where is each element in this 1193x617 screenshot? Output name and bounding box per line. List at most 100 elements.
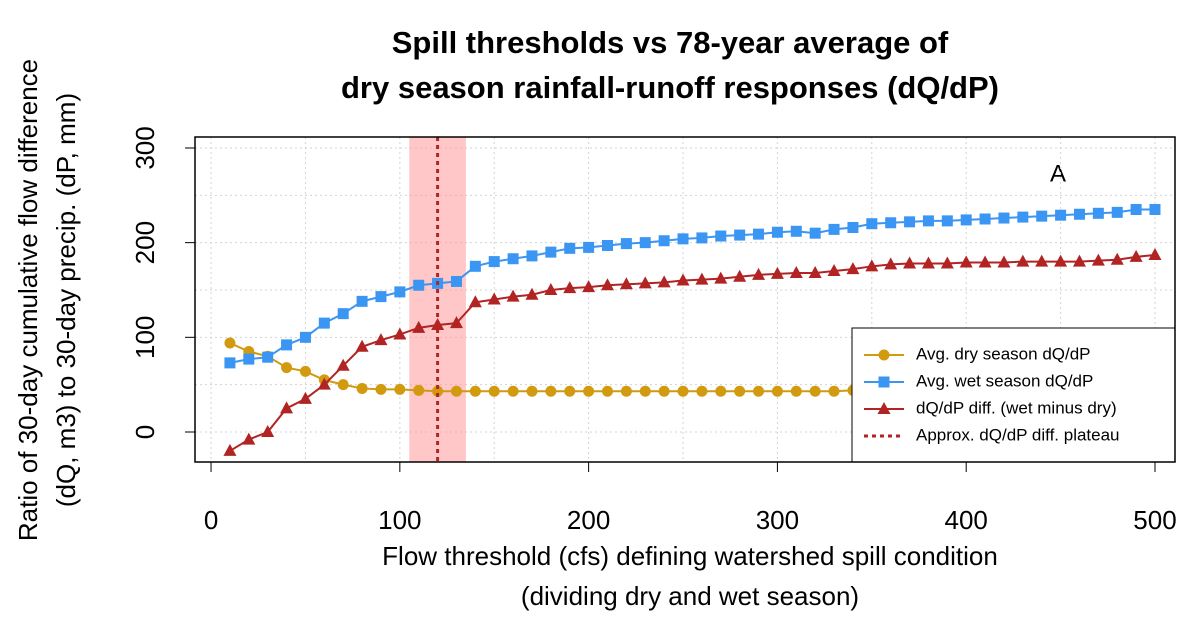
- marker: [526, 385, 538, 397]
- marker: [733, 269, 747, 282]
- marker: [753, 228, 765, 240]
- marker: [734, 385, 746, 397]
- x-tick-label: 500: [1133, 505, 1176, 535]
- marker: [941, 215, 953, 227]
- marker: [1111, 206, 1123, 218]
- marker: [847, 222, 859, 234]
- marker: [790, 225, 802, 237]
- y-tick-label: 200: [130, 221, 160, 264]
- marker: [317, 377, 331, 390]
- legend-label: dQ/dP diff. (wet minus dry): [916, 398, 1117, 417]
- marker: [601, 278, 615, 291]
- marker: [469, 385, 481, 397]
- y-tick-label: 0: [130, 425, 160, 439]
- marker: [318, 317, 330, 329]
- marker: [394, 383, 406, 395]
- marker: [488, 385, 500, 397]
- marker: [658, 235, 670, 247]
- x-tick-label: 300: [756, 505, 799, 535]
- x-tick-label: 200: [567, 505, 610, 535]
- marker: [922, 215, 934, 227]
- marker: [1017, 211, 1029, 223]
- marker: [904, 216, 916, 228]
- marker: [413, 279, 425, 291]
- marker: [1072, 254, 1086, 267]
- marker: [770, 266, 784, 279]
- marker: [715, 230, 727, 242]
- marker: [583, 385, 595, 397]
- marker: [790, 385, 802, 397]
- marker: [676, 273, 690, 286]
- marker: [878, 349, 890, 361]
- marker: [714, 271, 728, 284]
- marker: [280, 401, 294, 414]
- marker: [620, 238, 632, 250]
- marker: [281, 362, 293, 374]
- marker: [677, 233, 689, 245]
- marker: [450, 275, 462, 287]
- marker: [1036, 210, 1048, 222]
- marker: [846, 262, 860, 275]
- marker: [979, 213, 991, 225]
- marker: [960, 214, 972, 226]
- marker: [432, 385, 444, 397]
- x-tick-label: 100: [378, 505, 421, 535]
- marker: [696, 232, 708, 244]
- marker: [412, 320, 426, 333]
- x-tick-label: 400: [945, 505, 988, 535]
- marker: [978, 255, 992, 268]
- marker: [242, 432, 256, 445]
- legend-label: Approx. dQ/dP diff. plateau: [916, 425, 1120, 444]
- chart-title: dry season rainfall-runoff responses (dQ…: [341, 70, 999, 105]
- marker: [1110, 252, 1124, 265]
- marker: [734, 229, 746, 241]
- marker: [997, 255, 1011, 268]
- marker: [866, 218, 878, 230]
- marker: [885, 217, 897, 229]
- marker: [1149, 204, 1161, 216]
- marker: [1055, 209, 1067, 221]
- marker: [583, 241, 595, 253]
- marker: [299, 331, 311, 343]
- marker: [336, 358, 350, 371]
- marker: [696, 385, 708, 397]
- x-tick-label: 0: [204, 505, 218, 535]
- marker: [224, 357, 236, 369]
- marker: [563, 281, 577, 294]
- marker: [1092, 207, 1104, 219]
- marker: [261, 424, 275, 437]
- marker: [620, 385, 632, 397]
- marker: [639, 385, 651, 397]
- marker: [865, 259, 879, 272]
- marker: [545, 246, 557, 258]
- marker: [545, 385, 557, 397]
- marker: [809, 227, 821, 239]
- marker: [602, 239, 614, 251]
- marker: [487, 292, 501, 305]
- x-axis-title: (dividing dry and wet season): [521, 581, 859, 611]
- marker: [657, 275, 671, 288]
- marker: [752, 267, 766, 280]
- marker: [526, 250, 538, 262]
- marker: [940, 256, 954, 269]
- marker: [337, 308, 349, 320]
- marker: [878, 376, 890, 388]
- marker: [413, 384, 425, 396]
- marker: [1129, 249, 1143, 262]
- marker: [337, 379, 349, 391]
- marker: [582, 280, 596, 293]
- marker: [375, 291, 387, 303]
- marker: [469, 260, 481, 272]
- marker: [262, 351, 274, 363]
- marker: [224, 337, 236, 349]
- marker: [506, 289, 520, 302]
- marker: [658, 385, 670, 397]
- plot-frame: [194, 136, 1176, 463]
- marker: [809, 385, 821, 397]
- marker: [525, 287, 539, 300]
- legend-label: Avg. wet season dQ/dP: [916, 371, 1093, 390]
- marker: [1054, 254, 1068, 267]
- marker: [639, 237, 651, 249]
- marker: [449, 316, 463, 329]
